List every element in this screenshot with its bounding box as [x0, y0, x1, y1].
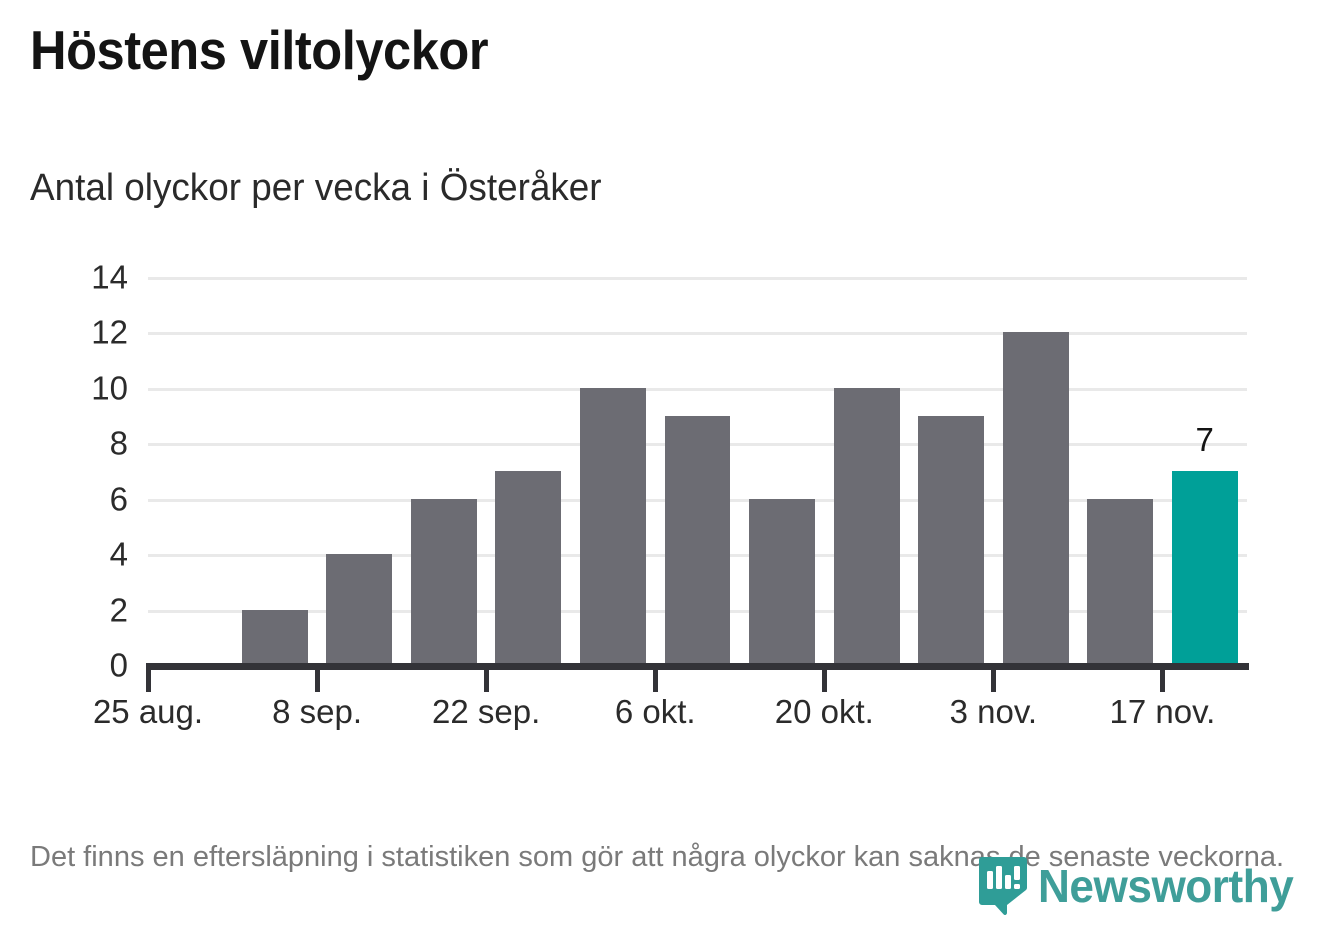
x-tick-mark [484, 666, 490, 692]
chart-footnote: Det finns en eftersläpning i statistiken… [30, 841, 1285, 873]
y-tick-label: 12 [91, 313, 128, 351]
x-tick-mark [1160, 666, 1166, 692]
x-tick-label: 20 okt. [774, 693, 874, 730]
gridline [148, 332, 1247, 336]
x-tick-mark [653, 666, 659, 692]
bar[interactable] [664, 415, 731, 665]
x-tick-mark [315, 666, 321, 692]
y-tick-label: 0 [109, 646, 128, 684]
x-tick-label: 6 okt. [614, 693, 696, 730]
bar-value-label: 7 [1195, 421, 1214, 458]
bar[interactable] [918, 415, 985, 665]
bar-chart: 0 2 4 6 8 10 12 14 25 aug. 8 sep. 22 sep. 6 okt. 20… [30, 261, 1249, 730]
y-tick-label: 4 [109, 535, 128, 573]
y-tick-label: 2 [109, 591, 128, 629]
y-axis-labels: 0 2 4 6 8 10 12 14 [30, 261, 128, 682]
x-axis-line [146, 663, 1249, 670]
y-tick-label: 14 [91, 258, 128, 296]
chart-subtitle: Antal olyckor per vecka i Österåker [30, 167, 602, 209]
newsworthy-logo[interactable]: Newsworthy [978, 855, 1304, 917]
newsworthy-bars-badge-icon [978, 855, 1028, 917]
bar[interactable] [1171, 471, 1238, 665]
bar[interactable] [1002, 332, 1069, 665]
plot-area [148, 277, 1247, 665]
bar[interactable] [1087, 498, 1154, 665]
x-tick-label: 22 sep. [432, 693, 541, 730]
bar[interactable] [833, 387, 900, 665]
y-tick-label: 10 [91, 369, 128, 407]
y-tick-label: 6 [109, 480, 128, 518]
bar[interactable] [326, 554, 393, 665]
page-title: Höstens viltolyckor [30, 19, 489, 81]
x-tick-mark [991, 666, 997, 692]
bar[interactable] [495, 471, 562, 665]
x-tick-label: 3 nov. [949, 693, 1038, 730]
x-tick-mark [146, 666, 151, 692]
bar[interactable] [579, 387, 646, 665]
y-tick-label: 8 [109, 424, 128, 462]
gridline [148, 387, 1247, 391]
x-tick-mark [822, 666, 828, 692]
newsworthy-wordmark: Newsworthy [1038, 860, 1294, 912]
bar[interactable] [749, 498, 815, 665]
x-tick-label: 25 aug. [92, 693, 204, 730]
gridline [148, 277, 1247, 280]
bar[interactable] [241, 609, 308, 665]
x-tick-label: 17 nov. [1109, 693, 1216, 730]
x-tick-label: 8 sep. [272, 693, 363, 730]
bar[interactable] [410, 498, 477, 665]
